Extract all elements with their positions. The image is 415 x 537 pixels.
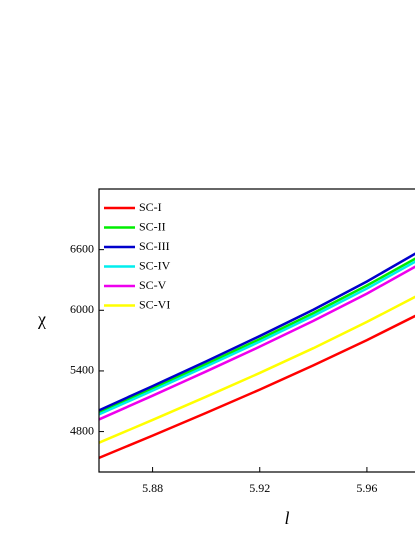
legend-label: SC-I — [139, 200, 162, 214]
y-tick-label: 4800 — [70, 423, 94, 437]
legend-label: SC-IV — [139, 258, 171, 272]
y-tick-label: 5400 — [70, 363, 94, 377]
y-tick-label: 6600 — [70, 241, 94, 255]
x-tick-label: 5.92 — [249, 481, 270, 495]
y-tick-label: 6000 — [70, 302, 94, 316]
legend-label: SC-V — [139, 278, 167, 292]
y-axis-label: χ — [37, 309, 46, 329]
x-axis-label: l — [284, 508, 289, 528]
series-line — [98, 295, 415, 444]
legend-label: SC-III — [139, 239, 170, 253]
x-tick-label: 5.96 — [356, 481, 377, 495]
series-line — [98, 260, 415, 416]
x-tick-label: 5.88 — [142, 481, 163, 495]
legend-label: SC-VI — [139, 297, 170, 311]
series-line — [98, 252, 415, 412]
series-line — [98, 314, 415, 460]
series-line — [98, 265, 415, 421]
series-line — [98, 257, 415, 414]
legend-label: SC-II — [139, 219, 166, 233]
